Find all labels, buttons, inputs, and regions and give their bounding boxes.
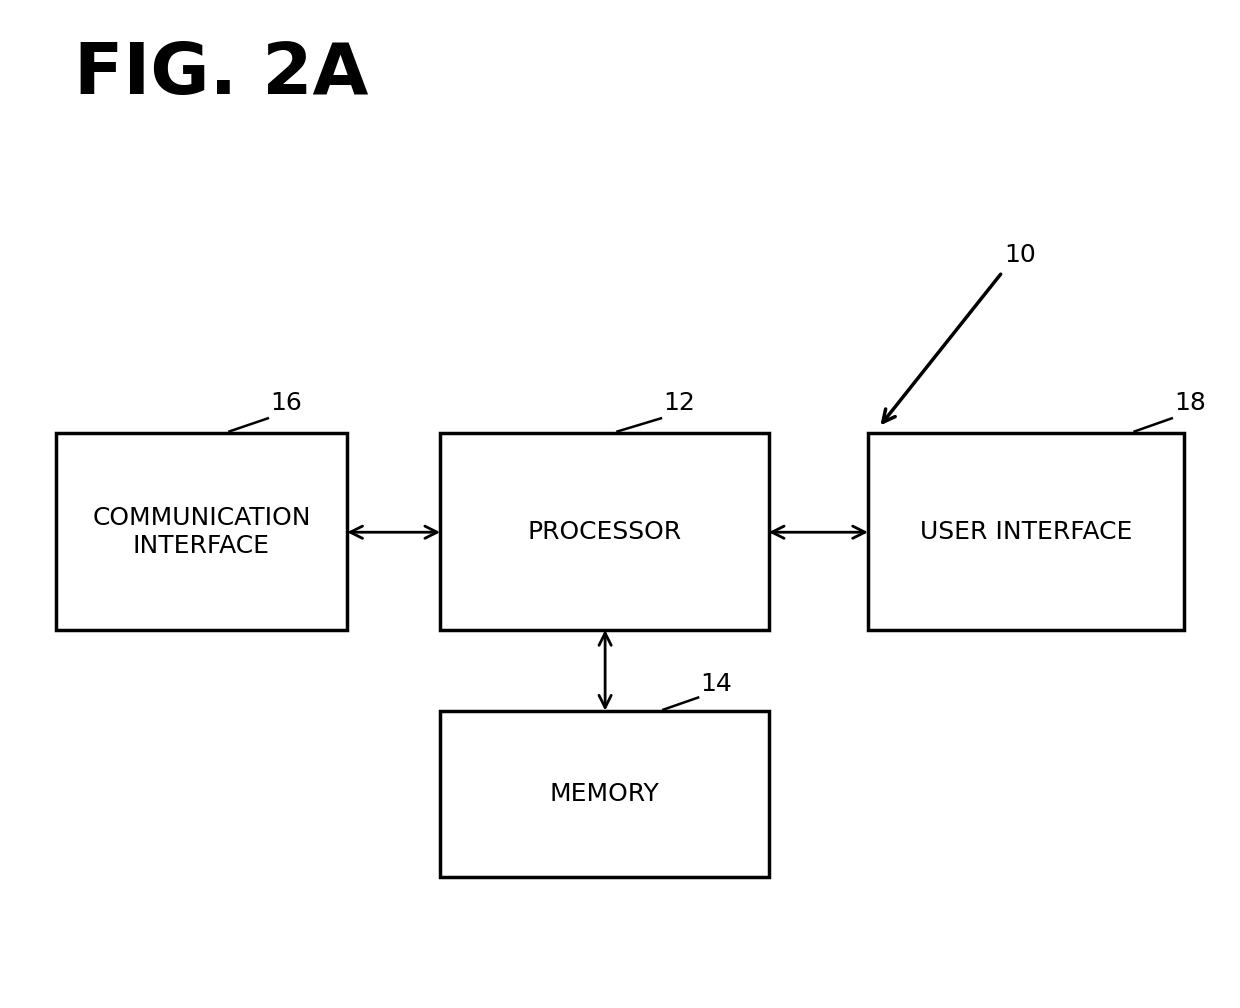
Bar [868, 433, 1184, 630]
Text: USER INTERFACE: USER INTERFACE [920, 520, 1132, 543]
Text: 16: 16 [270, 391, 303, 415]
Text: COMMUNICATION
INTERFACE: COMMUNICATION INTERFACE [92, 506, 311, 557]
Text: FIG. 2A: FIG. 2A [74, 40, 368, 109]
Bar [56, 433, 347, 630]
Text: PROCESSOR: PROCESSOR [527, 520, 682, 543]
Text: MEMORY: MEMORY [549, 782, 660, 805]
Text: 10: 10 [1004, 243, 1037, 267]
Text: 14: 14 [701, 671, 733, 696]
Text: 18: 18 [1174, 391, 1207, 415]
Bar [440, 433, 769, 630]
Text: 12: 12 [663, 391, 696, 415]
Bar [440, 711, 769, 877]
